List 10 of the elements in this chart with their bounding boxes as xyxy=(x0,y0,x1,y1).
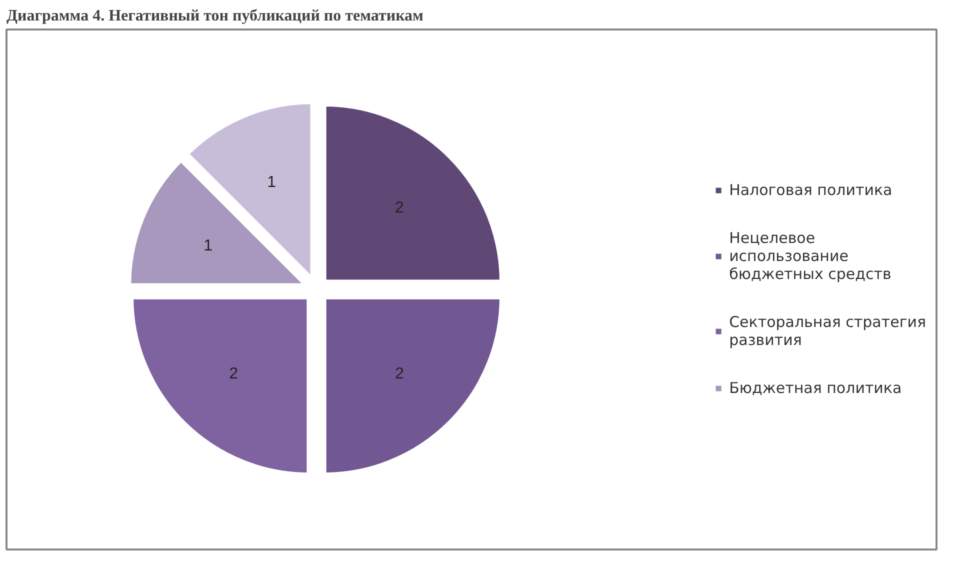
legend-label: Секторальная стратегия развития xyxy=(729,313,926,349)
data-label: 2 xyxy=(395,200,404,217)
data-label: 1 xyxy=(267,174,276,192)
legend-label: Налоговая политика xyxy=(729,181,892,199)
legend-label: Бюджетная политика xyxy=(729,379,902,397)
chart-title: Диаграмма 4. Негативный тон публикаций по тематикам xyxy=(6,8,424,24)
data-label: 1 xyxy=(204,238,213,255)
data-label: 2 xyxy=(395,365,404,382)
legend-label: Нецелевое использование бюджетных средств xyxy=(729,229,892,283)
data-label: 2 xyxy=(229,365,238,382)
